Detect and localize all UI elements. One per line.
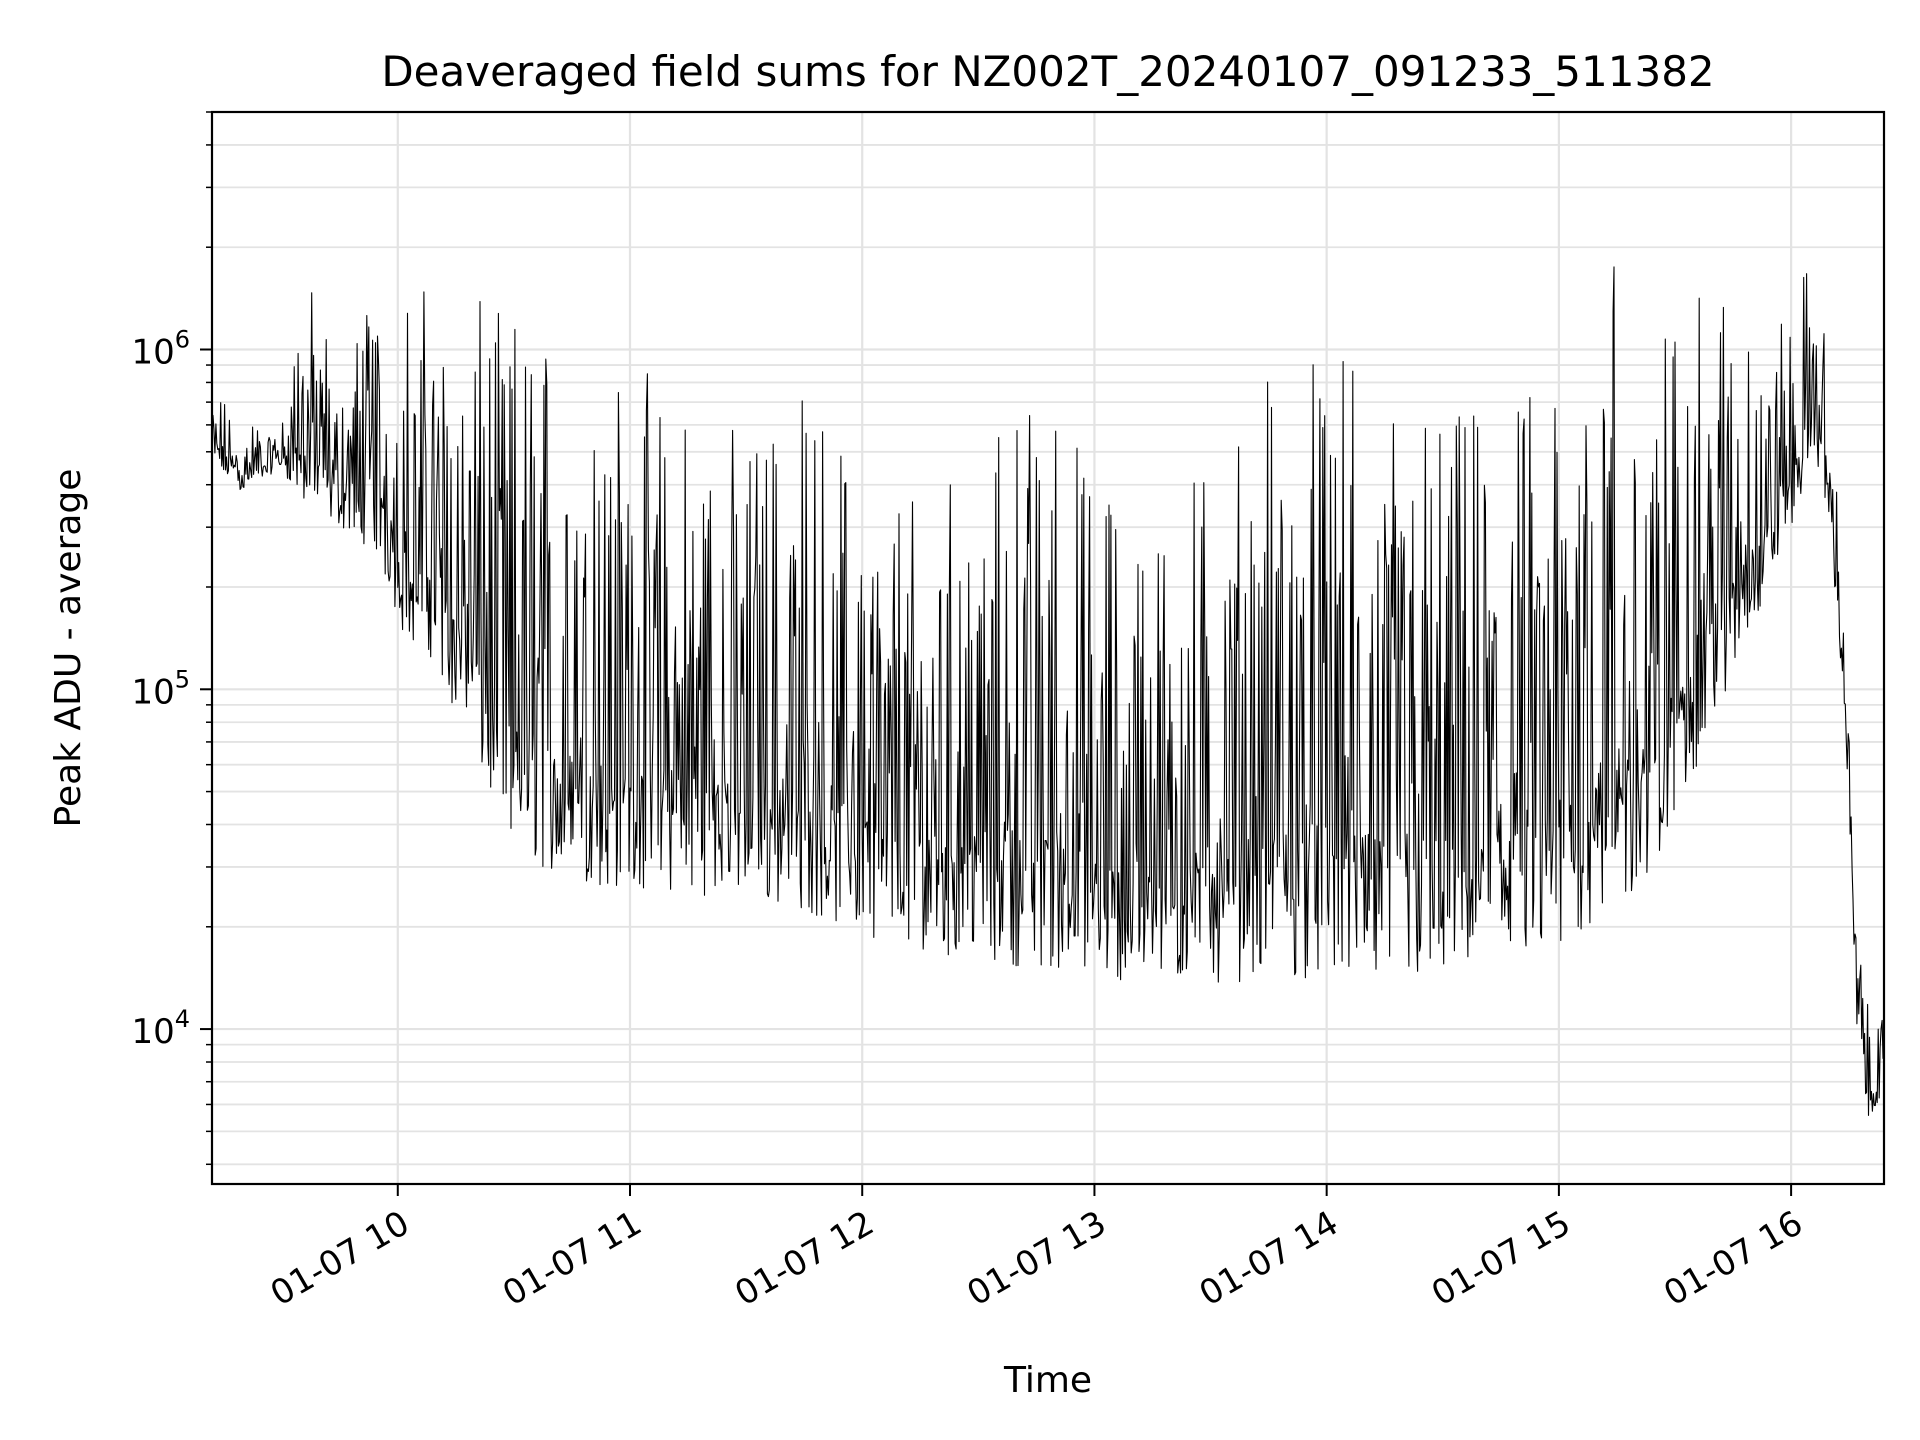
y-tick-label-exponent: 4 (175, 1005, 190, 1033)
y-tick-label-exponent: 5 (175, 665, 190, 693)
y-tick-label: 104 (131, 1005, 190, 1052)
chart-title: Deaveraged field sums for NZ002T_2024010… (381, 47, 1714, 96)
series-line-group (211, 266, 1885, 1116)
y-tick-label: 105 (131, 665, 190, 712)
y-tick-label-base: 10 (131, 672, 174, 712)
x-axis-label: Time (1003, 1360, 1092, 1401)
y-tick-label-base: 10 (131, 1012, 174, 1052)
y-tick-label-base: 10 (131, 333, 174, 373)
y-tick-label-exponent: 6 (175, 326, 190, 354)
y-tick-label: 106 (131, 326, 190, 373)
series-line (211, 266, 1885, 1116)
y-axis-label: Peak ADU - average (48, 469, 89, 828)
plot-area-frame (210, 110, 1886, 1186)
